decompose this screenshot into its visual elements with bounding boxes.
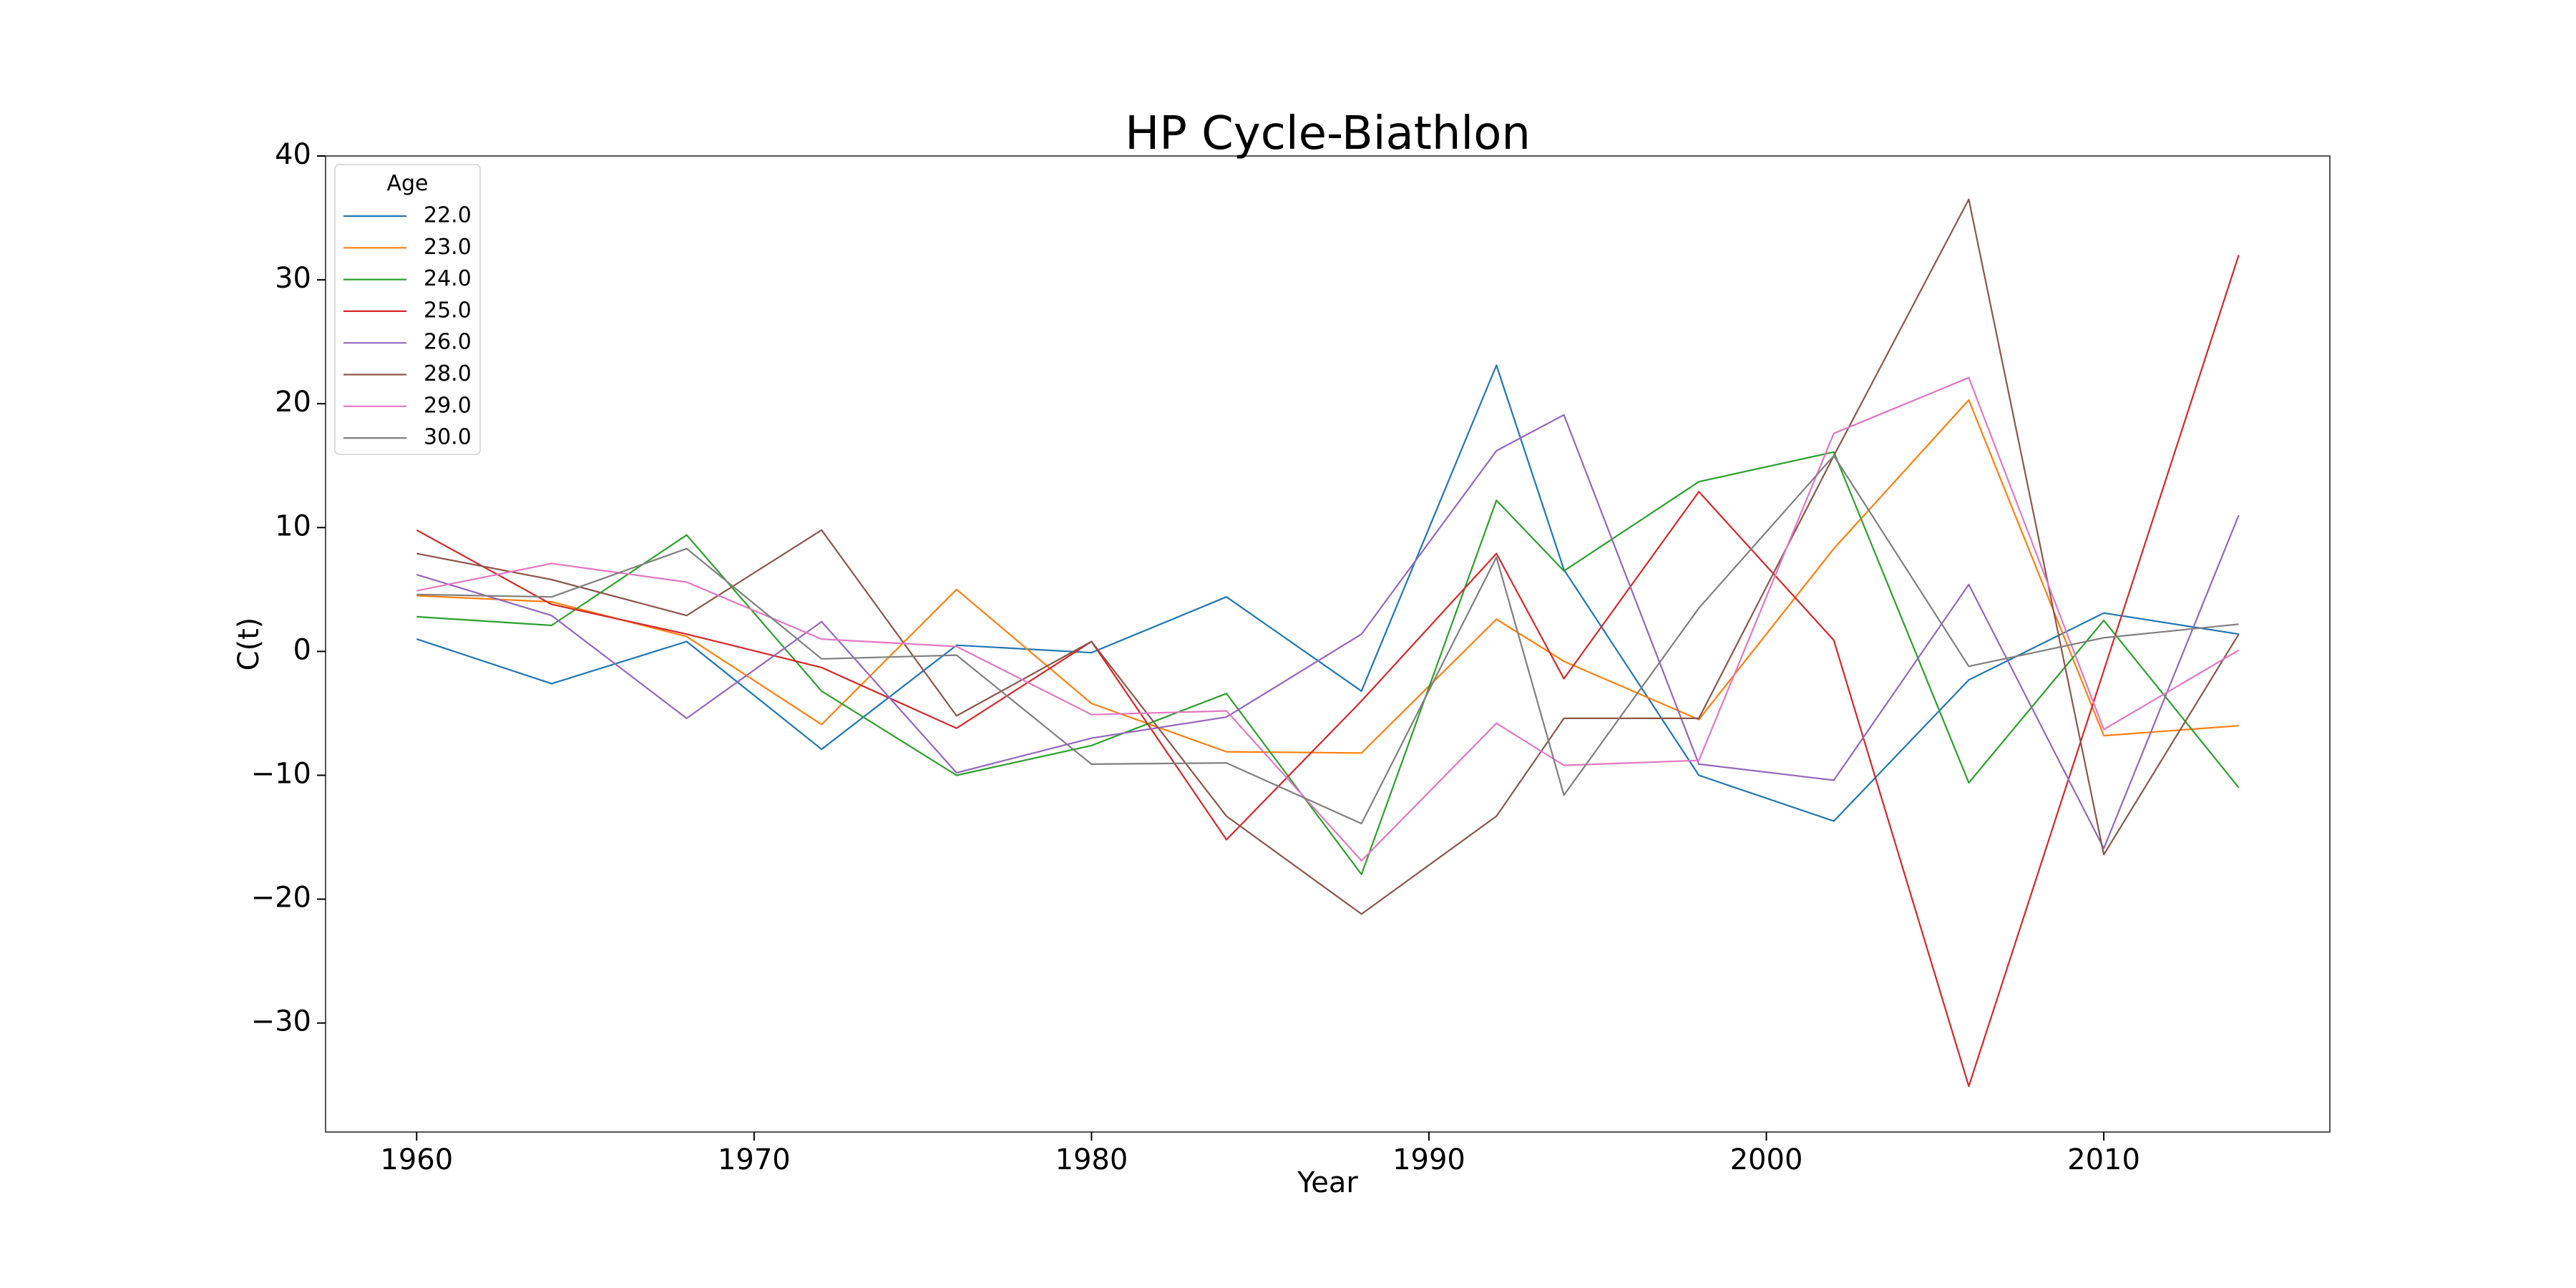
legend-title: Age xyxy=(386,171,428,196)
legend-label: 30.0 xyxy=(424,425,472,450)
y-axis-label: C(t) xyxy=(233,618,265,671)
legend-label: 28.0 xyxy=(424,361,472,386)
x-tick-label: 1990 xyxy=(1392,1143,1465,1176)
y-tick-label: −20 xyxy=(251,882,311,914)
x-tick-label: 1960 xyxy=(380,1143,453,1176)
x-axis-label: Year xyxy=(1297,1166,1358,1199)
legend-label: 25.0 xyxy=(424,298,472,323)
y-tick-label: −30 xyxy=(251,1005,311,1038)
plot-frame xyxy=(325,155,2331,1133)
legend-label: 22.0 xyxy=(424,203,472,228)
legend-box xyxy=(334,164,481,455)
series-line-29-0 xyxy=(416,376,2240,862)
x-tick-label: 1980 xyxy=(1055,1143,1128,1176)
series-layer xyxy=(416,198,2240,1088)
series-line-28-0 xyxy=(416,198,2240,915)
y-tick-label: 40 xyxy=(275,138,311,171)
y-tick-label: 20 xyxy=(275,386,311,419)
x-tick-label: 1970 xyxy=(718,1143,791,1176)
legend-label: 26.0 xyxy=(424,330,472,355)
y-tick-label: 0 xyxy=(293,633,311,666)
x-tick-label: 2000 xyxy=(1730,1143,1803,1176)
series-line-23-0 xyxy=(416,399,2239,754)
series-line-30-0 xyxy=(416,454,2239,825)
ticks-layer: 1960 1970 1980 1990 2000 2010 −30 −20 −10 0 10 20 30… xyxy=(251,138,2140,1176)
y-tick-label: −10 xyxy=(251,757,311,790)
legend-label: 29.0 xyxy=(424,393,472,418)
chart-title: HP Cycle-Biathlon xyxy=(1125,107,1531,160)
legend: Age 22.0 23.0 24.0 25.0 26.0 28.0 29.0 30.0 xyxy=(334,164,481,455)
legend-label: 24.0 xyxy=(424,266,472,291)
x-tick-label: 2010 xyxy=(2067,1143,2140,1176)
legend-items: 22.0 23.0 24.0 25.0 26.0 28.0 29.0 30.0 xyxy=(343,203,472,450)
legend-label: 23.0 xyxy=(424,235,472,260)
series-line-25-0 xyxy=(416,255,2240,1088)
y-tick-label: 30 xyxy=(275,262,311,295)
series-line-22-0 xyxy=(416,364,2239,822)
y-tick-label: 10 xyxy=(275,509,311,542)
series-line-26-0 xyxy=(416,414,2240,849)
